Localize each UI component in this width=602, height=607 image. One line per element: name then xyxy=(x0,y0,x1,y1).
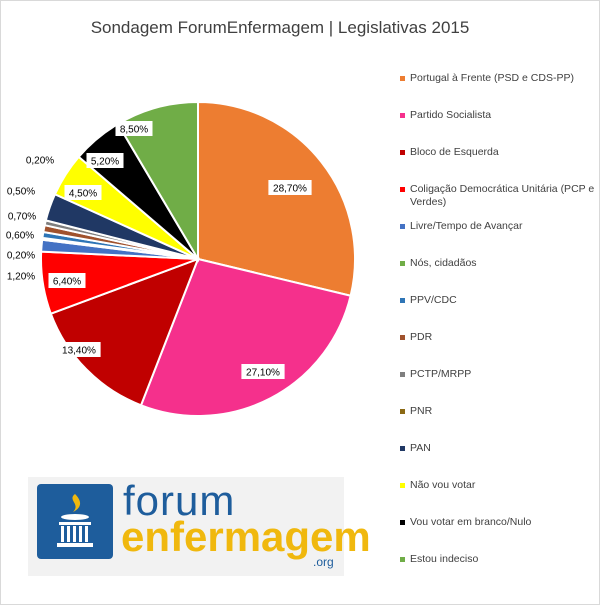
svg-text:0,20%: 0,20% xyxy=(7,251,35,262)
legend-swatch xyxy=(400,520,405,525)
svg-text:4,50%: 4,50% xyxy=(69,189,97,200)
legend-item-livre-tempo-de-avancar: Livre/Tempo de Avançar xyxy=(400,220,596,233)
legend-label: Coligação Democrática Unitária (PCP e Ve… xyxy=(410,183,595,208)
svg-text:5,20%: 5,20% xyxy=(91,157,119,168)
svg-text:0,20%: 0,20% xyxy=(26,156,54,167)
legend-item-coligacao-democratica-unitaria-pcp-e-verdes: Coligação Democrática Unitária (PCP e Ve… xyxy=(400,183,596,209)
pie-slice-partido-socialista xyxy=(139,257,352,417)
legend-item-nos-cidadaos: Nós, cidadãos xyxy=(400,257,596,270)
logo-tld: .org xyxy=(313,555,334,569)
legend-label: Bloco de Esquerda xyxy=(410,146,499,158)
svg-text:13,40%: 13,40% xyxy=(62,346,96,357)
legend-swatch xyxy=(400,409,405,414)
forum-enfermagem-logo: forum enfermagem .org xyxy=(28,477,371,576)
data-label-extra-0: 0,20% xyxy=(21,152,59,167)
legend-label: PDR xyxy=(410,331,433,343)
legend-item-bloco-de-esquerda: Bloco de Esquerda xyxy=(400,146,596,159)
data-label-pdr: 0,70% xyxy=(3,208,41,223)
svg-text:0,50%: 0,50% xyxy=(7,187,35,198)
legend-label: Livre/Tempo de Avançar xyxy=(410,220,523,232)
logo-word-forum: forum xyxy=(123,477,236,524)
legend-swatch xyxy=(400,372,405,377)
legend-item-pdr: PDR xyxy=(400,331,596,344)
data-label-nao-vou-votar: 4,50% xyxy=(64,185,102,200)
data-label-livre-tempo-de-avancar: 1,20% xyxy=(2,268,40,283)
legend-swatch xyxy=(400,76,405,81)
legend-swatch xyxy=(400,557,405,562)
legend-swatch xyxy=(400,150,405,155)
legend-item-ppv-cdc: PPV/CDC xyxy=(400,294,596,307)
pie-slice-bloco-de-esquerda xyxy=(49,257,200,407)
svg-text:27,10%: 27,10% xyxy=(246,368,280,379)
legend-label: Estou indeciso xyxy=(410,553,479,565)
legend-item-partido-socialista: Partido Socialista xyxy=(400,109,596,122)
legend-label: Portugal à Frente (PSD e CDS-PP) xyxy=(410,72,574,84)
svg-text:0,70%: 0,70% xyxy=(8,212,36,223)
legend-item-pctp-mrpp: PCTP/MRPP xyxy=(400,368,596,381)
legend-item-pnr: PNR xyxy=(400,405,596,418)
svg-text:6,40%: 6,40% xyxy=(53,277,81,288)
legend-item-pan: PAN xyxy=(400,442,596,455)
legend-item-vou-votar-em-branco-nulo: Vou votar em branco/Nulo xyxy=(400,516,596,529)
pie-slice-portugal-a-frente-psd-e-cds-pp xyxy=(197,100,356,297)
svg-text:28,70%: 28,70% xyxy=(273,184,307,195)
legend-swatch xyxy=(400,298,405,303)
svg-text:0,60%: 0,60% xyxy=(6,231,34,242)
legend-label: Vou votar em branco/Nulo xyxy=(410,516,532,528)
legend-label: PNR xyxy=(410,405,433,417)
legend-item-portugal-a-frente-psd-e-cds-pp: Portugal à Frente (PSD e CDS-PP) xyxy=(400,72,596,85)
data-label-bloco-de-esquerda: 13,40% xyxy=(57,342,101,357)
legend-item-nao-vou-votar: Não vou votar xyxy=(400,479,596,492)
data-label-ppv-cdc: 0,60% xyxy=(1,227,39,242)
data-label-estou-indeciso: 8,50% xyxy=(115,121,153,136)
data-label-portugal-a-frente-psd-e-cds-pp: 28,70% xyxy=(268,180,312,195)
chart-title: Sondagem ForumEnfermagem | Legislativas … xyxy=(90,18,470,37)
data-label-nos-cidadaos: 0,20% xyxy=(2,247,40,262)
logo-building-icon xyxy=(37,484,113,559)
data-label-partido-socialista: 27,10% xyxy=(241,364,285,379)
legend-swatch xyxy=(400,224,405,229)
data-label-vou-votar-em-branco-nulo: 5,20% xyxy=(86,153,124,168)
svg-text:1,20%: 1,20% xyxy=(7,272,35,283)
legend-label: PCTP/MRPP xyxy=(410,368,472,380)
legend-item-estou-indeciso: Estou indeciso xyxy=(400,553,596,566)
data-label-pctp-mrpp: 0,50% xyxy=(2,183,40,198)
svg-text:8,50%: 8,50% xyxy=(120,125,148,136)
legend-swatch xyxy=(400,446,405,451)
legend-label: PAN xyxy=(410,442,431,454)
legend-label: PPV/CDC xyxy=(410,294,457,306)
legend-swatch xyxy=(400,335,405,340)
legend-label: Não vou votar xyxy=(410,479,476,491)
legend-swatch xyxy=(400,113,405,118)
legend-label: Partido Socialista xyxy=(410,109,492,121)
legend-swatch xyxy=(400,261,405,266)
data-label-coligacao-democratica-unitaria-pcp-e-verdes: 6,40% xyxy=(48,273,86,288)
legend-swatch xyxy=(400,483,405,488)
logo-word-enfermagem: enfermagem xyxy=(121,513,371,560)
legend-swatch xyxy=(400,187,405,192)
legend-label: Nós, cidadãos xyxy=(410,257,477,269)
